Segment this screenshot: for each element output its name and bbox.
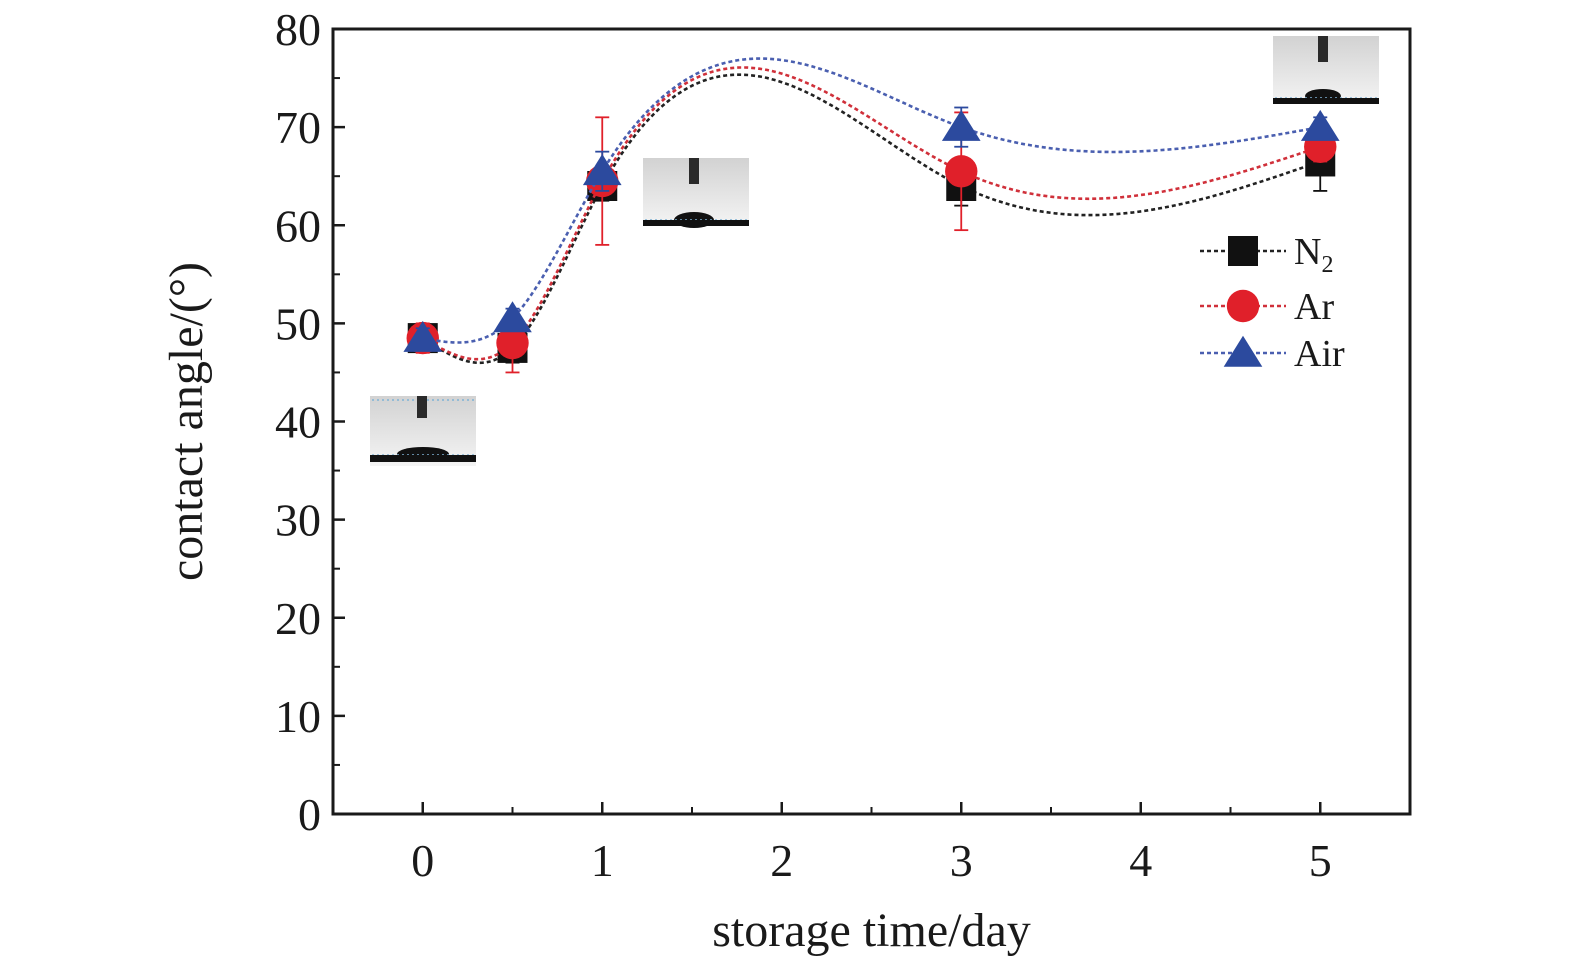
y-tick-label: 30 <box>275 495 321 546</box>
series-line-n2 <box>422 73 1321 365</box>
x-tick-label: 2 <box>770 835 793 886</box>
series-ar <box>406 66 1337 374</box>
plot-frame <box>331 27 1412 816</box>
legend-marker-ar <box>1226 289 1260 323</box>
y-tick-label: 80 <box>275 4 321 55</box>
x-tick-label: 4 <box>1129 835 1152 886</box>
x-tick-label: 3 <box>950 835 973 886</box>
y-tick-label: 20 <box>275 593 321 644</box>
droplet-photo-day0 <box>370 396 476 466</box>
data-point-air <box>1300 109 1340 141</box>
x-tick-label: 0 <box>411 835 434 886</box>
y-tick-label: 40 <box>275 397 321 448</box>
y-tick-label: 10 <box>275 691 321 742</box>
legend-label-main: N <box>1294 231 1321 273</box>
series-line-ar <box>422 66 1321 361</box>
x-axis-title: storage time/day <box>712 904 1031 957</box>
data-point-ar <box>945 155 978 188</box>
series-air <box>403 57 1340 352</box>
legend-item-ar: Ar <box>1200 286 1334 328</box>
y-tick-label: 60 <box>275 200 321 251</box>
y-tick-label: 0 <box>298 789 321 840</box>
y-tick-label: 50 <box>275 298 321 349</box>
y-axis-title: contact angle/(°) <box>160 262 213 581</box>
x-tick-label: 5 <box>1309 835 1332 886</box>
droplet-photo-day5 <box>1273 36 1379 104</box>
legend-label-ar: Ar <box>1294 286 1334 328</box>
legend-label-subscript: 2 <box>1321 252 1333 278</box>
data-point-air <box>582 154 622 186</box>
series-n2 <box>407 73 1336 365</box>
data-point-ar <box>496 326 529 360</box>
legend-marker-n2 <box>1228 236 1258 266</box>
data-point-air <box>941 109 981 141</box>
data-point-air <box>493 301 532 333</box>
legend-marker-air <box>1223 335 1263 367</box>
legend: N2 Ar Air <box>1200 231 1345 375</box>
legend-item-air: Air <box>1200 333 1345 375</box>
droplet-photo-day1 <box>643 158 749 228</box>
y-tick-label: 70 <box>275 102 321 153</box>
legend-label-air: Air <box>1294 333 1345 375</box>
legend-item-n2: N2 <box>1200 231 1333 278</box>
data-point-air <box>403 320 443 352</box>
x-tick-label: 1 <box>591 835 614 886</box>
legend-label-n2: N2 <box>1294 231 1333 278</box>
series-line-air <box>422 57 1321 344</box>
